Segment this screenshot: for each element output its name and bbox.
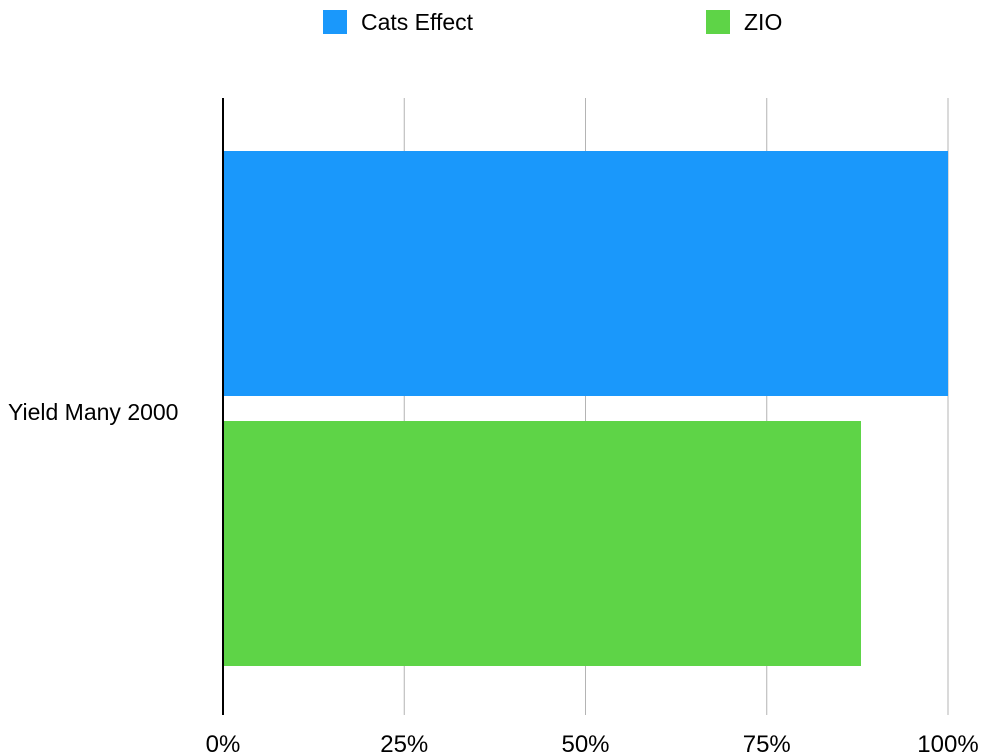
- legend-swatch-cats-effect: [323, 10, 347, 34]
- bar-zio: [223, 421, 861, 666]
- x-tick-label: 50%: [561, 731, 609, 756]
- legend: Cats Effect ZIO: [0, 8, 982, 38]
- legend-label-cats-effect: Cats Effect: [361, 8, 474, 35]
- category-label: Yield Many 2000: [8, 399, 178, 425]
- x-tick-label: 75%: [743, 731, 791, 756]
- legend-swatch-zio: [706, 10, 730, 34]
- x-tick-label: 0%: [206, 731, 241, 756]
- x-tick-label: 25%: [380, 731, 428, 756]
- legend-item-zio: ZIO: [706, 8, 782, 36]
- legend-item-cats-effect: Cats Effect: [323, 8, 473, 36]
- bar-cats-effect: [223, 151, 948, 396]
- x-tick-label: 100%: [917, 731, 978, 756]
- legend-label-zio: ZIO: [744, 8, 783, 35]
